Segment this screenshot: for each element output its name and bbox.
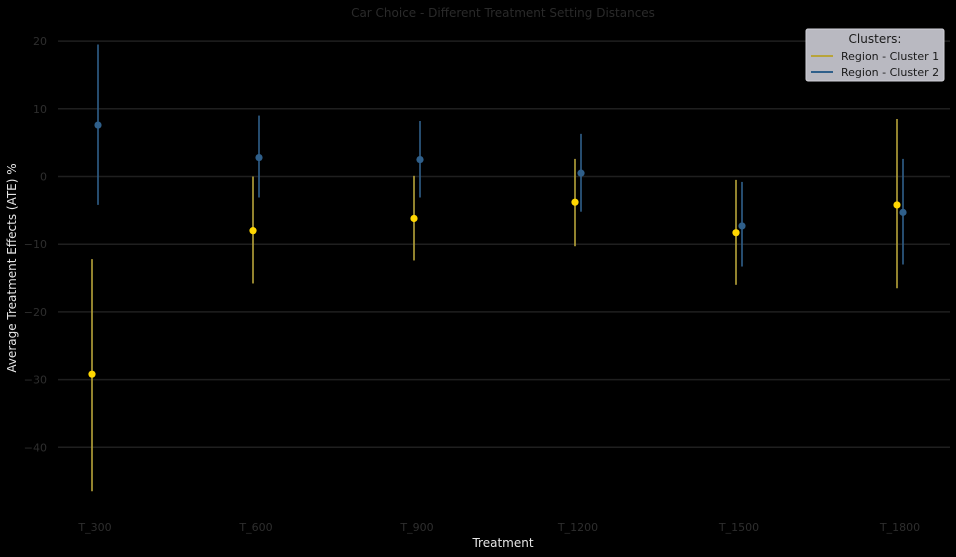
data-point [571,198,579,206]
legend: Clusters: Region - Cluster 1 Region - Cl… [805,28,945,82]
legend-label-cluster-2: Region - Cluster 2 [841,66,939,79]
data-point [88,370,96,378]
data-point [410,214,418,223]
data-point [732,229,740,237]
data-point [249,227,257,235]
data-point [899,208,907,216]
data-point [893,201,901,209]
data-point [255,153,263,162]
y-tick-labels: 20 10 0 −10 −20 −30 −40 [24,35,47,454]
x-tick-label: T_1800 [879,521,920,534]
x-axis-label: Treatment [471,536,533,550]
series-cluster-2 [94,44,907,267]
chart-title: Car Choice - Different Treatment Setting… [351,6,655,20]
data-point [94,121,102,129]
grid-layer [58,40,950,449]
legend-box [805,28,945,82]
data-point [577,169,585,177]
y-tick-label: −40 [24,441,47,454]
legend-label-cluster-1: Region - Cluster 1 [841,50,939,63]
legend-title: Clusters: [849,32,902,46]
x-tick-label: T_1500 [718,521,759,534]
y-tick-label: 20 [33,35,47,48]
x-tick-label: T_1200 [557,521,598,534]
y-tick-label: −10 [24,238,47,251]
data-point [416,155,424,164]
x-tick-label: T_300 [77,521,111,534]
y-tick-label: −20 [24,306,47,319]
y-tick-label: 0 [40,171,47,184]
x-tick-label: T_900 [399,521,433,534]
y-tick-label: −30 [24,374,47,387]
y-tick-label: 10 [33,103,47,116]
x-tick-label: T_600 [238,521,272,534]
series-cluster-1 [88,118,901,492]
data-point [738,222,746,230]
x-tick-labels: T_300 T_600 T_900 T_1200 T_1500 T_1800 [77,521,920,534]
y-axis-label: Average Treatment Effects (ATE) % [5,163,19,372]
series-layer [88,44,907,492]
